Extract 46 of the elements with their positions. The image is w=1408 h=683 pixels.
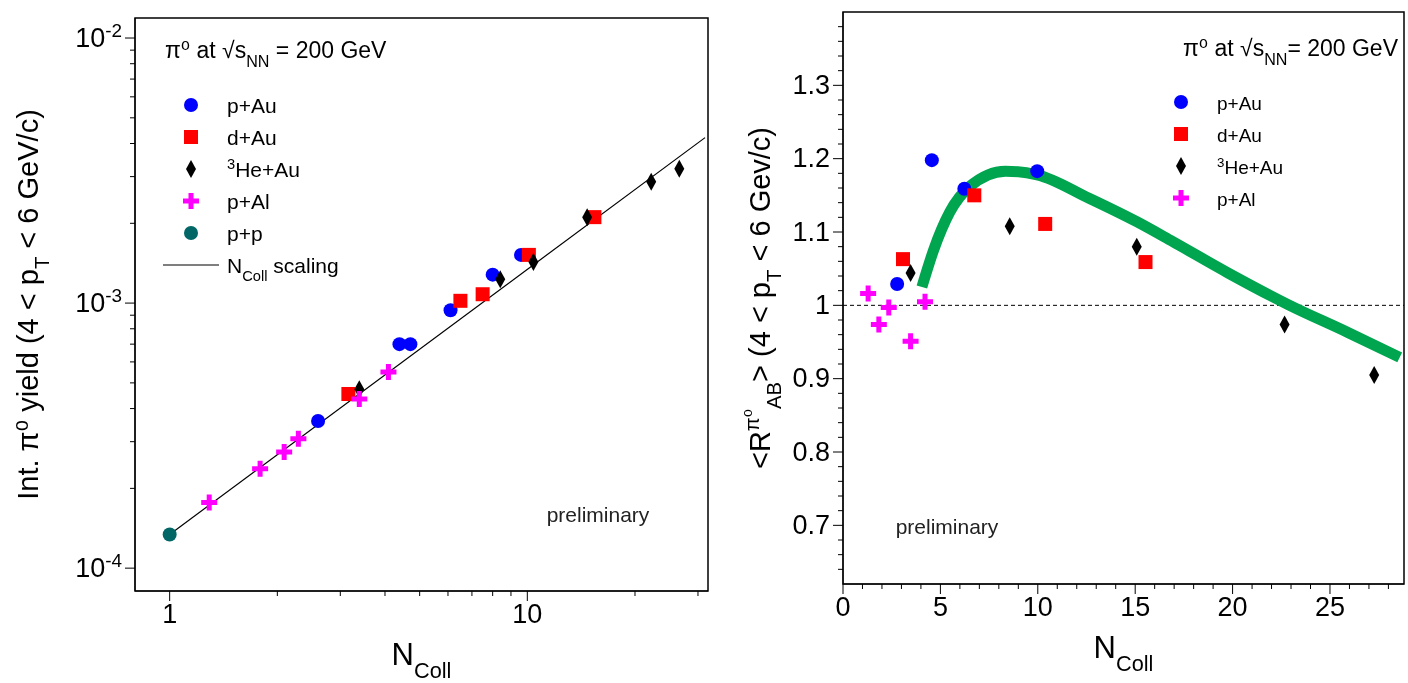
point [860,285,877,302]
text: π⁰ at √s$_{NN}$= 200 GeV [1182,35,1399,68]
point [917,293,934,310]
x-axis-title: N$_{Coll}$ [1093,630,1154,676]
y-tick-label: 10$^{-4}$ [75,549,122,583]
legend-label: p+p [227,222,263,245]
annotation: preliminary [895,515,999,538]
y-tick-label: 0.7 [792,509,830,540]
point [1138,255,1153,270]
y-tick-label: 0.8 [792,436,830,467]
y-tick-label: 1.1 [792,216,830,247]
x-tick-label: 5 [932,592,948,623]
x-tick-label: 10 [512,599,543,630]
legend-label: d+Au [227,126,277,149]
x-tick-label: 10 [1022,592,1053,623]
legend-label: $^{3}$He+Au [1217,154,1284,178]
text: π⁰ at √s$_{NN}$ = 200 GeV [165,37,388,70]
y-tick-label: 1.3 [792,69,830,100]
x-axis-title: N$_{Coll}$ [391,637,452,683]
point [880,299,897,316]
point [896,252,910,267]
legend-label: p+Au [1217,93,1262,114]
legend-label: d+Au [1217,125,1262,146]
x-tick-label: 0 [835,592,851,623]
legend-label: p+Al [1217,189,1256,210]
point [1038,216,1053,231]
legend-label: N$_{Coll}$ scaling [227,254,339,284]
x-tick-label: 20 [1217,592,1248,623]
x-tick-label: 15 [1120,592,1151,623]
y-tick-label: 10$^{-2}$ [75,19,122,53]
point [924,153,939,168]
point [1030,164,1045,179]
point [967,188,982,203]
x-tick-label: 1 [162,599,178,630]
point [890,277,905,292]
y-tick-label: 1.2 [792,143,830,174]
point [870,316,887,333]
legend-label: p+Al [227,190,270,213]
x-tick-label: 25 [1314,592,1345,623]
legend-label: p+Au [227,94,277,117]
annotation: preliminary [546,503,650,526]
legend-label: $^{3}$He+Au [227,156,300,181]
y-tick-label: 1 [814,289,830,320]
point [902,333,919,350]
y-tick-label: 0.9 [792,363,830,394]
y-tick-label: 10$^{-3}$ [75,284,122,318]
